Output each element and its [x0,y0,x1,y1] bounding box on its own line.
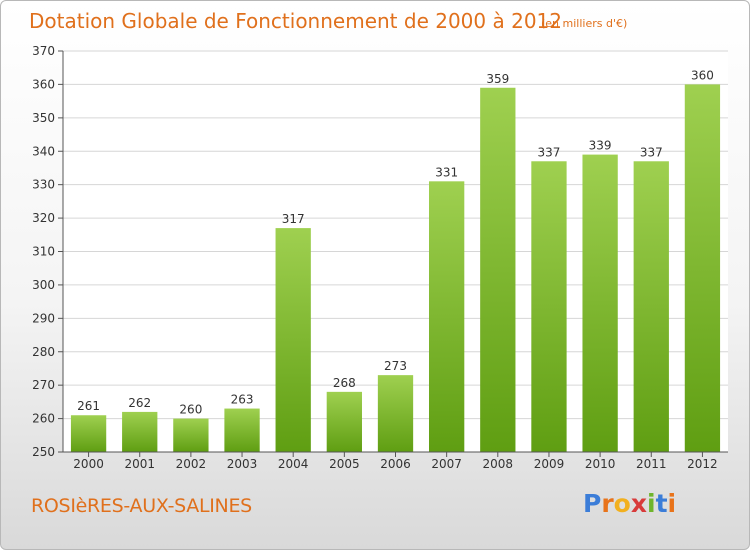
data-label-2009: 337 [538,145,561,159]
x-tick-label-2007: 2007 [431,457,462,471]
y-tick-label: 370 [32,44,55,58]
bar-2003 [224,408,260,452]
x-tick-label-2010: 2010 [585,457,616,471]
bar-2002 [173,418,209,452]
data-label-2005: 268 [333,376,356,390]
data-label-2003: 263 [231,393,254,407]
proxiti-logo[interactable]: Proxiti [583,489,676,518]
y-tick-label: 260 [32,412,55,426]
data-label-2002: 260 [179,403,202,417]
data-label-2000: 261 [77,399,100,413]
x-tick-label-2000: 2000 [73,457,104,471]
bar-2006 [377,375,414,452]
y-tick-label: 360 [32,77,55,91]
x-tick-label-2009: 2009 [534,457,565,471]
logo-letter: P [583,489,602,518]
bar-2005 [326,391,362,452]
logo-letter: i [667,489,677,518]
x-tick-label-2005: 2005 [329,457,360,471]
data-label-2001: 262 [128,396,151,410]
y-tick-label: 310 [32,245,55,259]
commune-name: ROSIèRES-AUX-SALINES [31,495,252,517]
bar-2010 [582,154,618,452]
x-tick-label-2008: 2008 [483,457,514,471]
logo-letter: i [647,489,656,518]
x-tick-label-2001: 2001 [124,457,155,471]
logo-letter: x [630,489,647,518]
data-label-2007: 331 [435,165,458,179]
data-label-2004: 317 [282,212,305,226]
y-tick-label: 270 [32,378,55,392]
y-tick-label: 340 [32,144,55,158]
x-tick-label-2004: 2004 [278,457,309,471]
data-label-2012: 360 [691,68,714,82]
logo-letter: r [601,489,614,518]
y-tick-label: 250 [32,445,55,459]
x-tick-label-2011: 2011 [636,457,667,471]
bar-2008 [480,87,516,452]
bar-2004 [275,228,311,452]
y-tick-label: 290 [32,311,55,325]
bar-2000 [70,415,107,452]
x-tick-label-2002: 2002 [176,457,207,471]
chart-title: Dotation Globale de Fonctionnement de 20… [29,9,562,33]
logo-letter: o [613,489,631,518]
y-tick-label: 280 [32,345,55,359]
logo-letter: t [655,489,668,518]
data-label-2011: 337 [640,145,663,159]
chart-unit: (en milliers d'€) [541,17,628,30]
bar-2001 [122,411,158,452]
bar-2009 [531,161,567,452]
x-tick-label-2012: 2012 [687,457,718,471]
x-tick-label-2006: 2006 [380,457,411,471]
bar-2012 [684,84,721,453]
bar-2011 [633,161,669,452]
y-tick-label: 350 [32,111,55,125]
bar-2007 [429,181,465,452]
y-tick-label: 320 [32,211,55,225]
data-label-2008: 359 [486,72,509,86]
data-label-2006: 273 [384,359,407,373]
x-tick-label-2003: 2003 [227,457,258,471]
data-label-2010: 339 [589,139,612,153]
y-tick-label: 330 [32,178,55,192]
y-tick-label: 300 [32,278,55,292]
